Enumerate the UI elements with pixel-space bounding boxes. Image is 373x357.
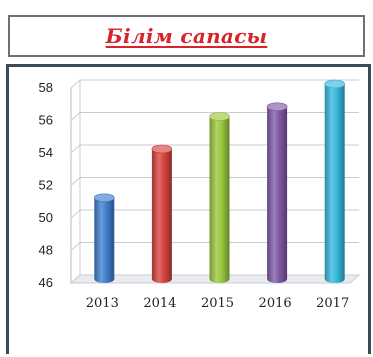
x-tick-label: 2013 xyxy=(86,296,119,311)
bar-chart: 46 48 50 52 54 56 58 2013 2014 2015 2016 2017 xyxy=(39,79,361,311)
gridline-side xyxy=(70,209,81,219)
y-tick-label: 48 xyxy=(39,243,53,258)
y-tick-label: 58 xyxy=(39,80,53,95)
bar-top xyxy=(209,112,230,121)
bar-2016 xyxy=(266,102,288,283)
bar-2013 xyxy=(94,193,115,283)
gridline-side xyxy=(70,144,81,154)
x-tick-label: 2017 xyxy=(316,296,349,311)
bar-body xyxy=(324,84,345,283)
y-tick-label: 52 xyxy=(39,178,53,193)
bar-2015 xyxy=(209,112,230,283)
gridline-side xyxy=(70,274,81,284)
gridline-side xyxy=(70,242,81,251)
chart-frame: 46 48 50 52 54 56 58 2013 2014 2015 2016 2017 xyxy=(6,64,371,354)
x-tick-label: 2014 xyxy=(143,296,176,311)
x-tick-label: 2016 xyxy=(259,296,292,311)
gridline-side xyxy=(70,79,81,89)
bar-body xyxy=(94,197,115,283)
bar-top xyxy=(324,79,346,89)
title-banner: Білім сапасы xyxy=(8,15,365,57)
y-tick-label: 54 xyxy=(39,145,53,160)
bar-body xyxy=(267,106,288,283)
y-tick-label: 56 xyxy=(39,113,53,128)
bar-body xyxy=(209,116,230,283)
bar-body xyxy=(151,149,172,283)
chart-title: Білім сапасы xyxy=(105,24,268,48)
gridline-side xyxy=(70,177,81,186)
y-tick-label: 50 xyxy=(39,210,53,225)
x-tick-label: 2015 xyxy=(201,296,234,311)
bar-2014 xyxy=(151,144,173,283)
gridline-side xyxy=(70,112,81,121)
bar-top xyxy=(151,144,173,154)
y-tick-label: 46 xyxy=(39,275,53,290)
bar-top xyxy=(94,193,115,203)
bar-2017 xyxy=(324,79,346,283)
bar-top xyxy=(266,102,288,112)
